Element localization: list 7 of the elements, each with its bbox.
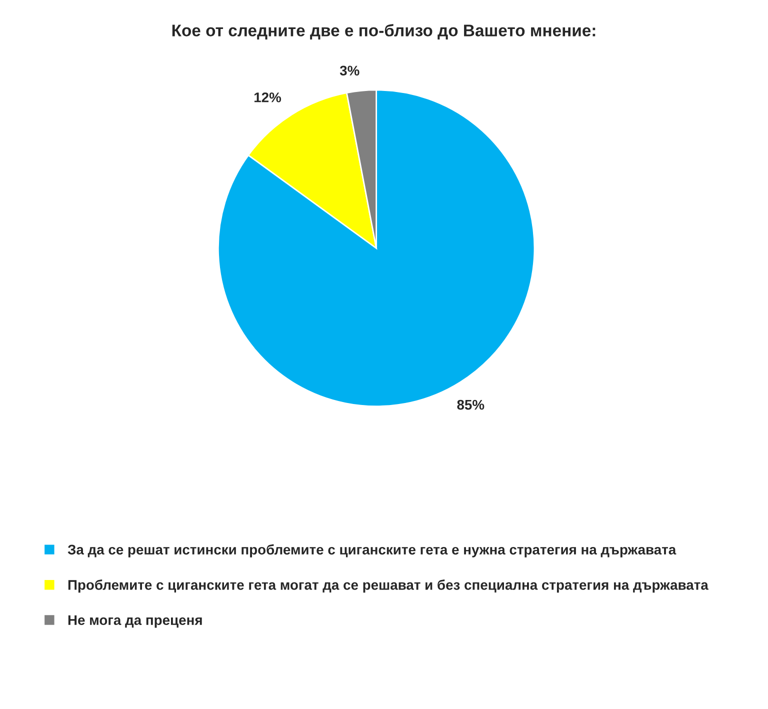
legend-label: За да се решат истински проблемите с циганските гета е нужна стратегия на държавата	[68, 544, 676, 558]
data-label: 3%	[340, 66, 360, 76]
legend-label: Проблемите с циганските гета могат да се решават и без специална стратегия на държавата	[68, 580, 708, 593]
chart-title: Кое от следните две е по-близо до Вашето мнение:	[172, 24, 596, 40]
data-label: 12%	[254, 92, 282, 102]
data-label: 85%	[457, 400, 484, 410]
legend-label: Не мога да преценя	[68, 615, 202, 628]
